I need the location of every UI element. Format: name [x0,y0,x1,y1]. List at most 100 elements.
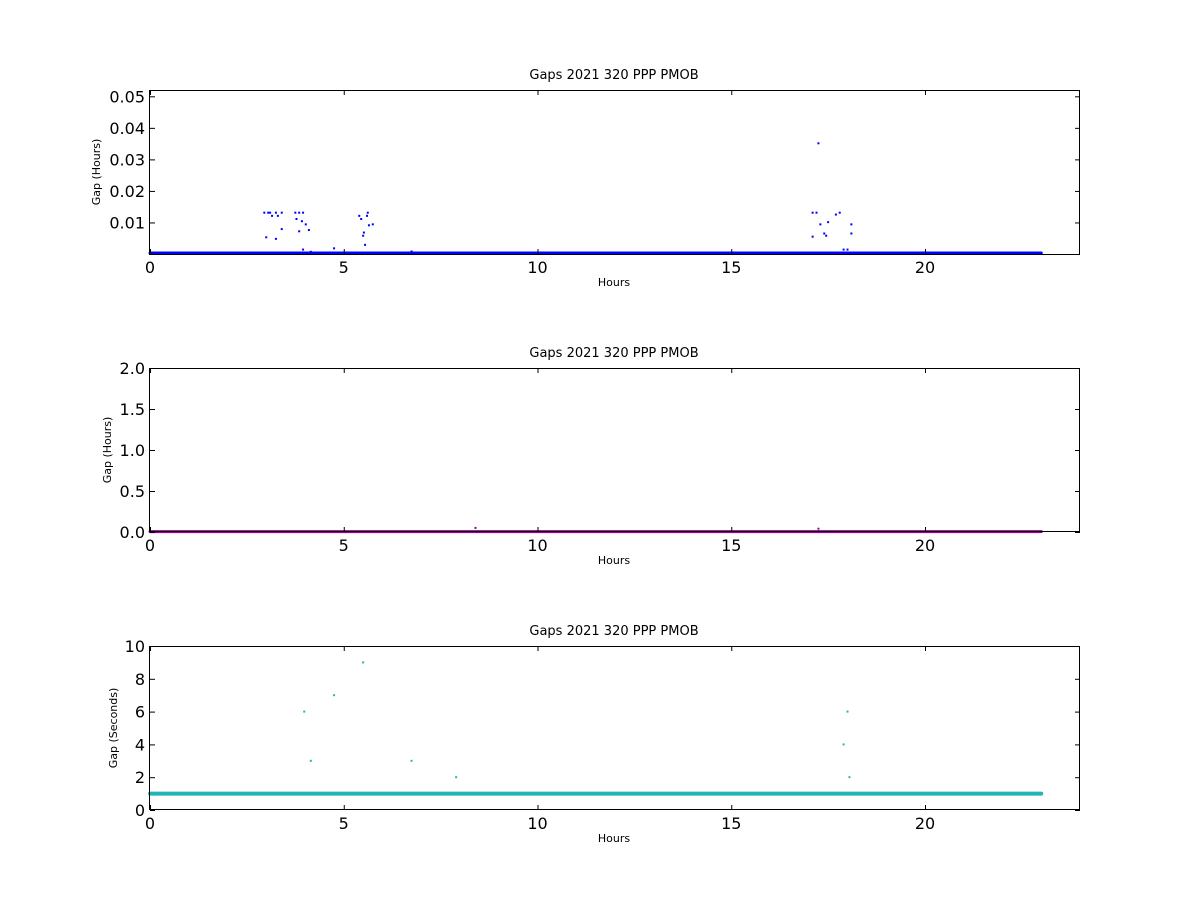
data-point [360,217,363,220]
data-point [825,234,828,237]
y-tick-label: 0.0 [120,523,145,542]
plot-frame-2 [149,368,1080,532]
chart-panel-2: Gaps 2021 320 PPP PMOB Gap (Hours) Hours… [101,346,1080,567]
y-tick-label: 0.5 [120,482,145,501]
x-tick-label: 15 [721,258,741,277]
data-point [269,211,272,214]
data-points-1 [148,142,1043,255]
y-tick-label: 8 [135,670,145,689]
x-tick-label: 15 [721,536,741,555]
data-point [819,223,822,226]
data-point [362,231,365,234]
x-tick-label: 5 [339,536,349,555]
data-point [364,243,367,246]
y-tick-label: 0.01 [109,213,145,232]
y-tick-label: 2 [135,768,145,787]
data-point [358,214,361,217]
data-point [302,211,305,214]
data-point [333,247,336,250]
plot-frame-3 [149,646,1080,810]
y-tick-label: 0.02 [109,182,145,201]
y-tick-label: 10 [125,637,145,656]
chart-title-3: Gaps 2021 320 PPP PMOB [529,624,698,639]
data-point [367,224,370,227]
x-tick-label: 15 [721,814,741,833]
data-point [333,694,336,697]
data-point [274,237,277,240]
chart-title-2: Gaps 2021 320 PPP PMOB [529,346,698,361]
data-point [300,220,303,223]
data-point [274,211,277,214]
data-point [280,211,283,214]
data-point [309,759,312,762]
y-tick-label: 0 [135,801,145,820]
data-point [298,230,301,233]
axis-ticks-2: 0 5 10 15 20 0.0 0.5 1.0 1.5 2.0 [120,359,1080,555]
data-point [474,526,477,529]
axis-ticks-3: 0 5 10 15 20 0 2 4 6 8 10 [125,637,1080,833]
axis-ticks-1: 0 5 10 15 20 0.01 0.02 0.03 0.04 0.05 [109,87,1080,277]
data-point [846,248,849,251]
data-point [276,214,279,217]
y-tick-label: 6 [135,703,145,722]
data-point [298,211,301,214]
data-point [371,223,374,226]
data-point [842,248,845,251]
x-tick-label: 0 [145,258,155,277]
data-point [304,223,307,226]
data-point [271,214,274,217]
data-point [811,211,814,214]
x-tick-label: 10 [527,814,547,833]
y-tick-label: 0.04 [109,119,145,138]
data-point [838,211,841,214]
x-tick-label: 5 [339,258,349,277]
chart-title-1: Gaps 2021 320 PPP PMOB [529,68,698,83]
x-tick-label: 20 [915,258,935,277]
data-point [817,142,820,145]
y-tick-label: 4 [135,735,145,754]
data-point [850,223,853,226]
data-point [295,217,298,220]
data-point [815,211,818,214]
y-axis-label-1: Gap (Hours) [90,139,103,206]
y-tick-label: 1.0 [120,441,145,460]
data-point [811,235,814,238]
data-point [410,250,413,253]
data-point [842,743,845,746]
plot-frame-1 [149,90,1080,255]
data-point [302,248,305,251]
data-point [362,661,365,664]
chart-panel-1: Gaps 2021 320 PPP PMOB Gap (Hours) Hours… [90,68,1080,289]
x-tick-label: 10 [527,258,547,277]
chart-panel-3: Gaps 2021 320 PPP PMOB Gap (Seconds) Hou… [107,624,1080,845]
x-axis-label-2: Hours [598,554,630,567]
data-point [366,211,369,214]
data-point [294,211,297,214]
data-point [280,228,283,231]
data-point [366,214,368,217]
data-point [823,232,826,235]
y-axis-label-3: Gap (Seconds) [107,688,120,769]
data-point [265,236,268,239]
data-point [817,527,820,530]
data-point [846,710,849,713]
y-tick-label: 0.05 [109,87,145,106]
data-points-2 [148,526,1043,534]
data-point [309,250,312,253]
data-point [848,776,851,779]
data-point [267,211,270,214]
x-tick-label: 20 [915,536,935,555]
x-axis-label-1: Hours [598,276,630,289]
data-point [362,234,365,237]
y-tick-label: 0.03 [109,150,145,169]
data-point [307,229,310,232]
data-point [827,221,830,224]
y-tick-label: 2.0 [120,359,145,378]
x-axis-label-3: Hours [598,832,630,845]
x-tick-label: 0 [145,814,155,833]
data-point [410,759,413,762]
data-points-3 [148,661,1044,796]
x-tick-label: 10 [527,536,547,555]
data-point [474,252,477,255]
